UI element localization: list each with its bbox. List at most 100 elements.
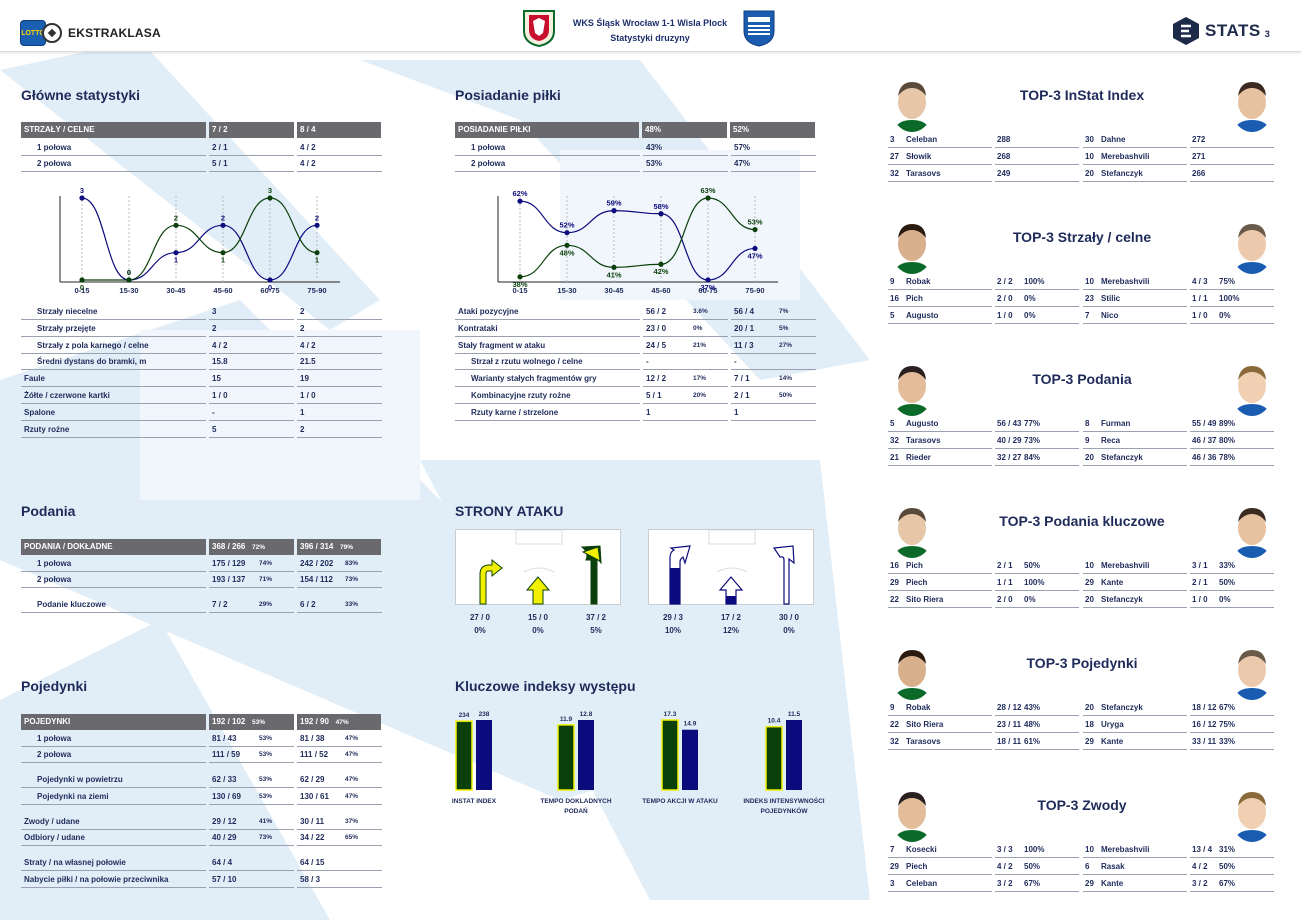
row-divider bbox=[995, 464, 1079, 466]
header-bar-home bbox=[209, 714, 294, 730]
row-label: 1 połowa bbox=[37, 559, 72, 568]
data-point bbox=[564, 230, 570, 236]
x-tick-label: 15-30 bbox=[557, 286, 576, 295]
row-away-value: 11 / 3 bbox=[734, 340, 754, 350]
data-label: 62% bbox=[512, 189, 527, 198]
row-home-value: 24 / 5 bbox=[646, 340, 667, 350]
row-divider bbox=[21, 746, 206, 747]
row-home-pct: 17% bbox=[693, 375, 707, 383]
row-away-value: 1 / 0 bbox=[300, 391, 316, 400]
home-bar-label: 11.9 bbox=[560, 716, 573, 723]
away-player-photo bbox=[1230, 502, 1274, 558]
row-divider bbox=[1190, 890, 1274, 892]
possession-row: Kombinacyjne rzuty rożne 5 / 1 20% 2 / 1 50% bbox=[455, 388, 817, 404]
estats-logo[interactable]: STATS 3 bbox=[1172, 16, 1270, 46]
x-tick-label: 15-30 bbox=[119, 286, 138, 295]
series-line bbox=[81, 197, 318, 281]
row-label: Stały fragment w ataku bbox=[458, 340, 546, 350]
main-stat-row: Żółte / czerwone kartki 1 / 0 1 / 0 bbox=[21, 388, 383, 404]
slask-crest-icon bbox=[523, 10, 555, 47]
possession-header-label: POSIADANIE PIŁKI bbox=[458, 125, 531, 134]
data-label: 0 bbox=[268, 283, 272, 292]
row-divider bbox=[297, 352, 382, 354]
row-divider bbox=[297, 436, 382, 438]
header-bar-home bbox=[642, 122, 727, 138]
home-player-number: 16 bbox=[890, 293, 899, 303]
attack-count: 29 / 3 bbox=[662, 613, 683, 622]
data-label: 59% bbox=[606, 199, 621, 208]
row-divider bbox=[1190, 447, 1274, 449]
home-player-name: Pich bbox=[906, 293, 923, 303]
row-divider bbox=[1190, 873, 1274, 875]
away-player-value: 13 / 4 bbox=[1192, 845, 1213, 854]
row-divider bbox=[995, 431, 1079, 432]
home-player-pct: 67% bbox=[1024, 878, 1041, 888]
duels-row: Odbiory / udane 40 / 29 73% 34 / 22 65% bbox=[21, 830, 383, 846]
home-player-value: 2 / 1 bbox=[997, 561, 1013, 570]
duels-row: Pojedynki w powietrzu 62 / 33 53% 62 / 29 47… bbox=[21, 772, 383, 788]
row-divider bbox=[209, 352, 294, 354]
row-divider bbox=[1083, 715, 1187, 716]
away-player-photo bbox=[1230, 644, 1274, 700]
series-line bbox=[519, 197, 756, 278]
row-away-value: 2 / 1 bbox=[734, 391, 750, 400]
row-label: Rzuty karne / strzelone bbox=[471, 407, 559, 417]
row-divider bbox=[21, 845, 206, 846]
row-divider bbox=[21, 870, 206, 871]
header-bar-label bbox=[21, 122, 206, 138]
home-bar bbox=[455, 720, 473, 791]
row-divider bbox=[209, 612, 294, 613]
ekstraklasa-logo[interactable]: LOTTO EKSTRAKLASA bbox=[20, 20, 161, 46]
duels-row: Zwody / udane 29 / 12 41% 30 / 11 37% bbox=[21, 814, 383, 830]
away-player-name: Stefanczyk bbox=[1101, 452, 1143, 462]
data-label: 37% bbox=[700, 283, 715, 292]
row-label: 2 połowa bbox=[37, 575, 72, 584]
series-line bbox=[519, 200, 756, 281]
data-label: 2 bbox=[174, 213, 178, 222]
data-point bbox=[79, 277, 85, 283]
row-home-pct: 41% bbox=[259, 818, 273, 825]
data-label: 58% bbox=[653, 202, 668, 211]
row-divider bbox=[888, 163, 992, 165]
row-divider bbox=[209, 155, 294, 156]
row-divider bbox=[995, 305, 1079, 307]
data-point bbox=[314, 222, 320, 228]
data-point bbox=[705, 195, 711, 201]
away-player-number: 29 bbox=[1085, 878, 1094, 888]
row-divider bbox=[888, 731, 992, 733]
shots-by-period-chart: 0-15 15-30 30-45 45-60 60-75 75-9030120200213… bbox=[59, 186, 340, 295]
row-home-value: 12 / 2 bbox=[646, 374, 667, 384]
row-label: Ataki pozycyjne bbox=[458, 307, 519, 316]
data-label: 52% bbox=[559, 221, 574, 230]
row-divider bbox=[209, 787, 294, 788]
row-divider bbox=[1190, 748, 1274, 750]
row-label: Nabycie piłki / na połowie przeciwnika bbox=[24, 875, 169, 884]
row-away-pct: 5% bbox=[779, 324, 789, 332]
home-player-number: 7 bbox=[890, 845, 895, 854]
row-away-value: 4 / 2 bbox=[300, 143, 316, 152]
data-point bbox=[611, 208, 617, 214]
row-divider bbox=[297, 571, 382, 572]
main-stat-row: Strzały niecelne 3 2 bbox=[21, 304, 383, 320]
main-stat-row: Faule 15 19 bbox=[21, 371, 383, 387]
home-player-value: 40 / 29 bbox=[997, 435, 1022, 445]
away-player-pct: 33% bbox=[1219, 561, 1236, 570]
data-point bbox=[173, 222, 179, 228]
away-player-name: Uryga bbox=[1101, 719, 1124, 729]
away-player-value: 3 / 1 bbox=[1192, 561, 1208, 570]
away-player-value: 3 / 2 bbox=[1192, 878, 1208, 888]
data-point bbox=[611, 264, 617, 270]
home-bar-label: 17.3 bbox=[664, 711, 677, 718]
home-player-name: Kosecki bbox=[906, 845, 937, 854]
row-home-value: 2 bbox=[212, 323, 217, 333]
row-divider bbox=[643, 171, 728, 172]
away-player-pct: 50% bbox=[1219, 861, 1236, 871]
row-away-value: 4 / 2 bbox=[300, 340, 316, 350]
row-away-value: 6 / 2 bbox=[300, 600, 316, 609]
row-home-pct: 73% bbox=[259, 834, 273, 841]
row-divider bbox=[1190, 857, 1274, 858]
data-point bbox=[220, 222, 226, 228]
row-divider bbox=[995, 163, 1079, 165]
row-divider bbox=[21, 787, 206, 788]
away-player-number: 29 bbox=[1085, 577, 1094, 587]
